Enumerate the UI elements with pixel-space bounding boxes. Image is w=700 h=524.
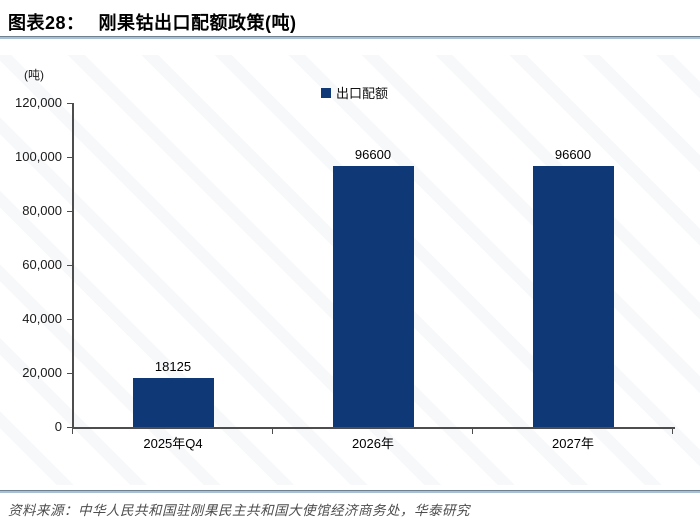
bar-2025年Q4 xyxy=(132,378,214,427)
y-axis-tick-mark xyxy=(67,157,72,158)
y-axis-tick-label: 80,000 xyxy=(22,203,62,218)
y-axis-tick-label: 120,000 xyxy=(15,95,62,110)
legend-label: 出口配额 xyxy=(336,86,389,101)
y-axis-unit-label: (吨) xyxy=(24,68,44,82)
y-axis-tick-label: 100,000 xyxy=(15,149,62,164)
bar-2026年 xyxy=(332,166,414,427)
y-axis-tick-label: 20,000 xyxy=(22,365,62,380)
x-axis-tick-mark xyxy=(672,429,673,434)
figure-title-row: 图表28： 刚果钴出口配额政策(吨) xyxy=(8,9,297,35)
y-axis-tick-mark xyxy=(67,427,72,428)
title-divider xyxy=(0,36,700,39)
figure-number-label: 图表28： xyxy=(8,13,85,33)
y-axis-tick-mark xyxy=(67,211,72,212)
bar-value-label: 96600 xyxy=(354,147,392,162)
footer-divider xyxy=(0,490,700,493)
chart-legend: 出口配额 xyxy=(321,83,388,102)
x-axis-line xyxy=(72,427,675,429)
x-axis-category-label: 2025年Q4 xyxy=(143,436,203,451)
y-axis-tick-mark xyxy=(67,319,72,320)
x-axis-tick-mark xyxy=(272,429,273,434)
legend-swatch-icon xyxy=(321,87,331,98)
x-axis-tick-mark xyxy=(472,429,473,434)
bar-value-label: 96600 xyxy=(554,147,592,162)
source-note: 资料来源：中华人民共和国驻刚果民主共和国大使馆经济商务处，华泰研究 xyxy=(8,503,470,519)
y-axis-tick-label: 0 xyxy=(54,419,62,434)
bar-value-label: 18125 xyxy=(154,359,192,374)
figure-title: 刚果钴出口配额政策(吨) xyxy=(98,13,297,33)
y-axis-tick-label: 40,000 xyxy=(22,311,62,326)
y-axis-tick-mark xyxy=(67,265,72,266)
x-axis-category-label: 2027年 xyxy=(552,436,594,451)
y-axis-tick-mark xyxy=(67,103,72,104)
x-axis-category-label: 2026年 xyxy=(352,436,394,451)
y-axis-tick-label: 60,000 xyxy=(22,257,62,272)
x-axis-tick-mark xyxy=(72,429,73,434)
bar-2027年 xyxy=(532,166,614,427)
y-axis-line xyxy=(72,103,74,429)
y-axis-tick-mark xyxy=(67,373,72,374)
